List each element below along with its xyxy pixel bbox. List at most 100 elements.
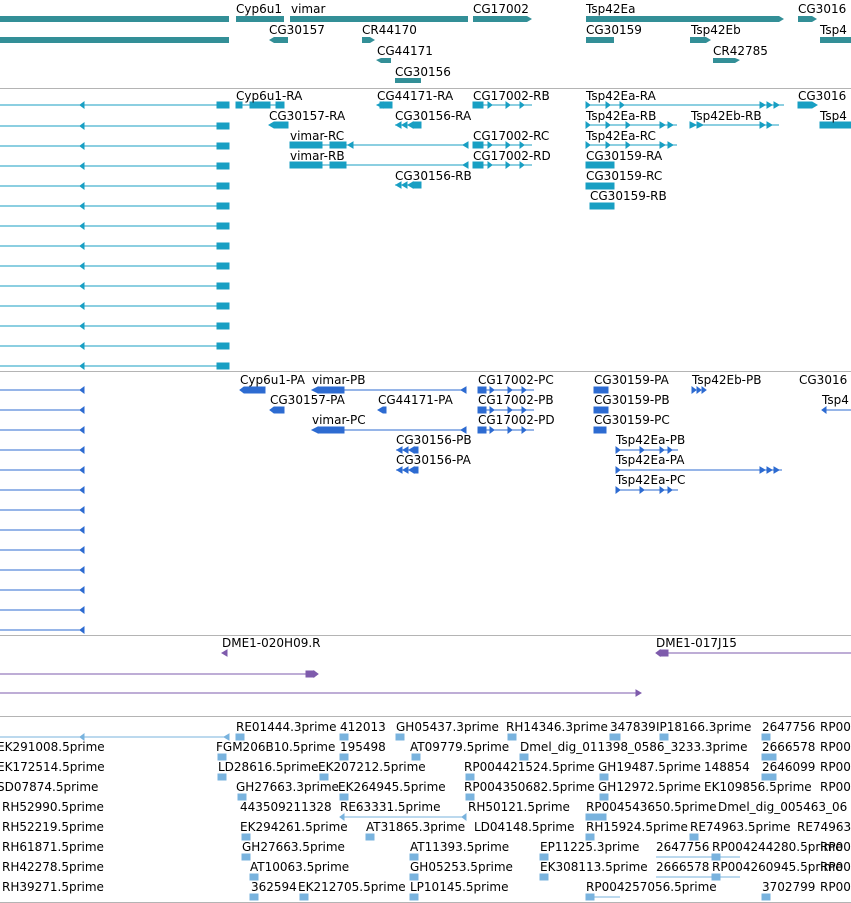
protein-feature[interactable] — [593, 406, 609, 414]
est-feature[interactable] — [519, 753, 529, 761]
transcript-feature[interactable] — [472, 141, 532, 149]
transcript-feature[interactable] — [585, 141, 677, 149]
protein-feature[interactable] — [0, 566, 85, 574]
est-feature[interactable] — [585, 813, 607, 821]
protein-feature[interactable] — [0, 426, 85, 434]
protein-feature[interactable] — [0, 606, 85, 614]
transcript-feature[interactable] — [395, 181, 422, 189]
est-feature[interactable] — [241, 853, 251, 861]
protein-feature[interactable] — [615, 446, 678, 454]
gene-feature[interactable] — [798, 16, 817, 22]
protein-feature[interactable] — [0, 586, 85, 594]
est-feature[interactable] — [365, 833, 375, 841]
gene-feature[interactable] — [820, 37, 851, 43]
est-feature[interactable] — [656, 873, 740, 881]
est-feature[interactable] — [217, 753, 227, 761]
est-feature[interactable] — [395, 733, 405, 741]
gene-feature[interactable] — [0, 37, 229, 43]
gene-feature[interactable] — [473, 16, 532, 22]
protein-feature[interactable] — [310, 386, 467, 394]
est-feature[interactable] — [339, 753, 349, 761]
transcript-feature[interactable] — [0, 122, 230, 130]
est-feature[interactable] — [539, 873, 549, 881]
transcript-feature[interactable] — [0, 162, 230, 170]
transcript-feature[interactable] — [472, 161, 532, 169]
gene-feature[interactable] — [236, 16, 284, 22]
transcript-feature[interactable] — [585, 182, 615, 190]
transcript-feature[interactable] — [472, 101, 532, 109]
gene-feature[interactable] — [0, 16, 229, 22]
est-feature[interactable] — [0, 733, 230, 741]
est-feature[interactable] — [409, 873, 419, 881]
protein-feature[interactable] — [0, 466, 85, 474]
clone-feature[interactable] — [221, 649, 228, 657]
est-feature[interactable] — [585, 833, 595, 841]
est-feature[interactable] — [507, 733, 517, 741]
protein-feature[interactable] — [377, 406, 387, 414]
transcript-feature[interactable] — [0, 302, 230, 310]
gene-feature[interactable] — [690, 37, 711, 43]
protein-feature[interactable] — [0, 506, 85, 514]
est-feature[interactable] — [409, 853, 419, 861]
protein-feature[interactable] — [821, 406, 851, 414]
est-feature[interactable] — [465, 773, 475, 781]
transcript-feature[interactable] — [585, 161, 615, 169]
transcript-feature[interactable] — [0, 242, 230, 250]
protein-feature[interactable] — [239, 386, 266, 394]
protein-feature[interactable] — [396, 466, 419, 474]
transcript-feature[interactable] — [0, 182, 230, 190]
transcript-feature[interactable] — [268, 121, 289, 129]
est-feature[interactable] — [249, 893, 259, 901]
est-feature[interactable] — [761, 893, 771, 901]
est-feature[interactable] — [237, 793, 247, 801]
est-feature[interactable] — [585, 893, 620, 901]
est-feature[interactable] — [761, 773, 777, 781]
protein-feature[interactable] — [0, 626, 85, 634]
est-feature[interactable] — [539, 853, 549, 861]
transcript-feature[interactable] — [689, 121, 779, 129]
est-feature[interactable] — [656, 853, 740, 861]
transcript-feature[interactable] — [589, 202, 615, 210]
protein-feature[interactable] — [269, 406, 285, 414]
protein-feature[interactable] — [0, 386, 85, 394]
gene-feature[interactable] — [290, 16, 468, 22]
gene-feature[interactable] — [362, 37, 375, 43]
protein-feature[interactable] — [691, 386, 707, 394]
est-feature[interactable] — [241, 833, 251, 841]
protein-feature[interactable] — [0, 526, 85, 534]
protein-feature[interactable] — [396, 446, 419, 454]
protein-feature[interactable] — [310, 426, 467, 434]
clone-feature[interactable] — [655, 649, 851, 657]
transcript-feature[interactable] — [0, 101, 230, 109]
clone-feature[interactable] — [0, 689, 642, 697]
protein-feature[interactable] — [615, 466, 782, 474]
est-feature[interactable] — [689, 833, 699, 841]
transcript-feature[interactable] — [375, 101, 393, 109]
est-feature[interactable] — [299, 893, 309, 901]
est-feature[interactable] — [409, 893, 419, 901]
est-feature[interactable] — [599, 793, 609, 801]
est-feature[interactable] — [249, 873, 259, 881]
protein-feature[interactable] — [0, 546, 85, 554]
transcript-feature[interactable] — [0, 342, 230, 350]
gene-feature[interactable] — [586, 16, 784, 22]
gene-feature[interactable] — [269, 37, 288, 43]
protein-feature[interactable] — [615, 486, 678, 494]
transcript-feature[interactable] — [0, 262, 230, 270]
transcript-feature[interactable] — [395, 121, 422, 129]
est-feature[interactable] — [319, 773, 329, 781]
gene-feature[interactable] — [713, 58, 740, 63]
gene-feature[interactable] — [376, 58, 391, 63]
est-feature[interactable] — [217, 773, 227, 781]
est-feature[interactable] — [761, 753, 777, 761]
transcript-feature[interactable] — [0, 322, 230, 330]
transcript-feature[interactable] — [289, 141, 469, 149]
est-feature[interactable] — [411, 753, 421, 761]
protein-feature[interactable] — [0, 486, 85, 494]
protein-feature[interactable] — [0, 406, 85, 414]
est-feature[interactable] — [659, 733, 669, 741]
gene-feature[interactable] — [395, 78, 421, 83]
est-feature[interactable] — [235, 733, 245, 741]
transcript-feature[interactable] — [0, 202, 230, 210]
est-feature[interactable] — [465, 793, 475, 801]
